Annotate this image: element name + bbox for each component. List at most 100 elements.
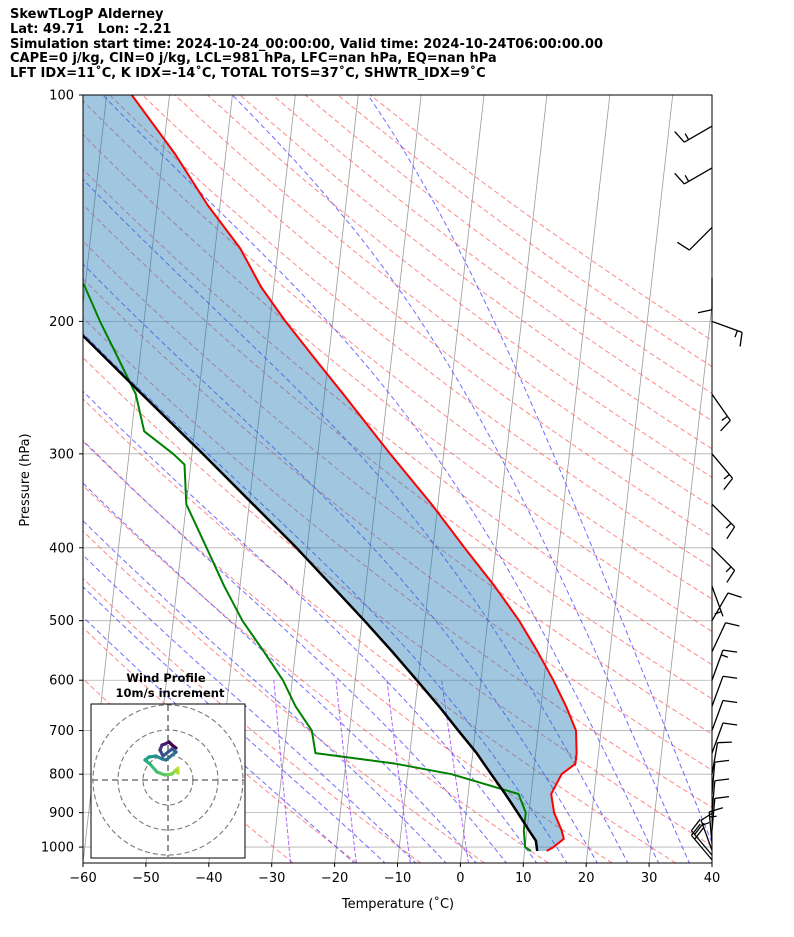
cin-shading — [83, 95, 577, 851]
wind-barb — [711, 699, 738, 731]
wind-barb-flag — [722, 675, 738, 679]
dry-adiabat — [83, 440, 613, 863]
wind-barb — [711, 586, 724, 617]
wind-barb-shaft — [688, 226, 713, 251]
wind-barb-flag — [717, 741, 732, 744]
x-tick-label: −60 — [69, 871, 96, 886]
wind-barb — [711, 547, 736, 583]
x-tick-label: 0 — [456, 871, 464, 886]
x-tick-label: 20 — [578, 871, 595, 886]
wind-barb-halfflag — [723, 474, 730, 480]
x-tick-label: −50 — [132, 871, 159, 886]
wind-barb-halfflag — [702, 821, 710, 826]
y-tick-label: 500 — [49, 614, 74, 629]
wind-barb-shaft — [711, 320, 743, 333]
parcel-line — [83, 334, 539, 852]
wind-barb-flag — [739, 332, 743, 347]
wind-profile-inset: Wind Profile 10m/s increment — [90, 671, 246, 859]
dry-adiabat — [83, 626, 358, 863]
isotherm-line — [271, 95, 359, 863]
x-tick-label: −10 — [384, 871, 411, 886]
wind-barb — [711, 622, 740, 653]
x-tick-label: −20 — [321, 871, 348, 886]
y-tick-label: 400 — [49, 541, 74, 556]
hodograph-segment — [164, 750, 178, 762]
isotherm-line — [83, 95, 108, 309]
y-tick-label: 700 — [49, 724, 74, 739]
y-tick-label: 900 — [49, 806, 74, 821]
wind-barb — [711, 320, 743, 347]
wind-barb-halfflag — [721, 654, 729, 658]
dewpoint-line — [83, 281, 532, 852]
wind-barb-flag — [726, 570, 736, 583]
wind-barb — [711, 503, 736, 540]
moist-adiabat — [83, 332, 568, 863]
wind-barb — [690, 818, 713, 856]
hodograph-segment — [148, 762, 159, 774]
dry-adiabat — [83, 530, 485, 863]
wind-barb-flag — [723, 477, 734, 491]
y-tick-label: 300 — [49, 447, 74, 462]
mixing-ratio-line — [273, 680, 292, 863]
moist-adiabat — [83, 520, 447, 863]
title-cape-indices: CAPE=0 j/kg, CIN=0 j/kg, LCL=981 hPa, LF… — [10, 51, 497, 67]
moist-adiabat — [83, 616, 355, 863]
y-tick-label: 1000 — [41, 841, 74, 856]
wind-barb-flag — [726, 526, 736, 540]
wind-barb-flag — [700, 812, 714, 821]
title-location: Lat: 49.71 Lon: -2.21 — [10, 21, 172, 37]
wind-barb-flag — [722, 722, 738, 726]
wind-barb-flag — [690, 823, 701, 836]
wind-barb-shaft — [690, 830, 713, 856]
dry-adiabat — [83, 484, 549, 863]
wind-barb — [711, 649, 738, 681]
inset-title: Wind Profile — [126, 671, 206, 685]
x-tick-label: 10 — [515, 871, 532, 886]
dry-adiabat — [83, 316, 712, 809]
x-axis-label: Temperature (˚C) — [341, 896, 454, 912]
wind-barb-shaft — [711, 742, 719, 775]
wind-barb — [674, 167, 713, 185]
y-axis-label: Pressure (hPa) — [18, 433, 33, 526]
cape-cin-fill — [83, 95, 577, 851]
wind-barb-flag — [694, 827, 704, 840]
wind-barbs — [674, 125, 743, 861]
wind-barb-flag — [722, 649, 738, 653]
wind-barb-halfflag — [684, 174, 690, 182]
moist-adiabat — [83, 554, 417, 863]
wind-barb-halfflag — [684, 133, 690, 140]
x-tick-label: −30 — [258, 871, 285, 886]
wind-barb-shaft — [711, 547, 736, 571]
y-tick-label: 100 — [49, 89, 74, 104]
chart-title-block: SkewTLogP Alderney Lat: 49.71 Lon: -2.21… — [10, 7, 603, 82]
wind-barb-flag — [694, 822, 704, 835]
profile-lines — [83, 95, 578, 852]
wind-barb — [711, 796, 730, 831]
y-tick-label: 200 — [49, 315, 74, 330]
wind-barb-shaft — [690, 834, 713, 861]
wind-barb-halfflag — [714, 611, 722, 615]
title-station: SkewTLogP Alderney — [10, 7, 164, 22]
hodograph — [92, 704, 244, 857]
wind-barb-flag — [674, 131, 685, 143]
dry-adiabat — [83, 100, 712, 600]
title-stability-indices: LFT IDX=11˚C, K IDX=-14˚C, TOTAL TOTS=37… — [10, 66, 486, 82]
wind-barb-halfflag — [725, 566, 732, 573]
wind-barb-flag — [690, 818, 701, 832]
isotherm-line — [648, 301, 712, 863]
hodograph-segment — [170, 743, 178, 750]
wind-barb-flag — [714, 796, 730, 800]
wind-barb — [697, 277, 713, 314]
wind-barb-flag — [714, 778, 730, 782]
dry-adiabat — [83, 133, 712, 633]
mixing-ratio-line — [441, 680, 469, 863]
x-tick-label: −40 — [195, 871, 222, 886]
dry-adiabat — [83, 356, 712, 847]
wind-barb-flag — [727, 592, 742, 598]
isotherm-line — [585, 95, 674, 863]
isotherm-line — [334, 95, 422, 863]
wind-barb-shaft — [711, 722, 724, 754]
wind-barb-flag — [674, 172, 685, 185]
mixing-ratio-line — [386, 680, 411, 863]
